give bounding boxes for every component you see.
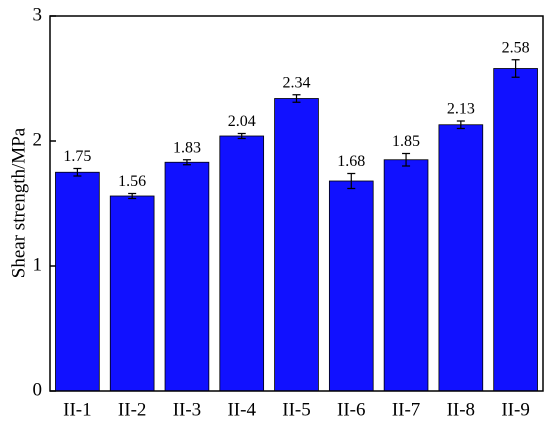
x-tick-label: II-6 <box>337 399 365 420</box>
bar <box>109 195 155 392</box>
y-tick-label: 2 <box>33 129 43 150</box>
x-tick-label: II-5 <box>282 399 310 420</box>
x-tick-label: II-9 <box>501 399 529 420</box>
bar <box>438 124 484 392</box>
error-bar <box>73 167 82 177</box>
x-tick-label: II-8 <box>447 399 475 420</box>
value-label: 1.75 <box>63 148 91 165</box>
y-tick-label: 3 <box>33 4 43 25</box>
value-label: 1.85 <box>392 133 420 150</box>
bar <box>328 180 374 392</box>
value-label: 1.68 <box>337 153 365 170</box>
x-tick-label: II-1 <box>63 399 91 420</box>
bar <box>274 98 319 392</box>
bar <box>55 171 100 392</box>
error-bar <box>128 192 137 200</box>
bar <box>383 159 429 392</box>
y-axis-label: Shear strength/MPa <box>8 127 29 278</box>
x-tick-label: II-4 <box>227 399 256 420</box>
x-tick-label: II-3 <box>173 399 201 420</box>
value-label: 2.13 <box>447 101 475 118</box>
bar <box>219 135 265 392</box>
y-tick-label: 0 <box>33 379 43 400</box>
error-bar <box>292 94 301 103</box>
x-tick-label: II-2 <box>118 399 146 420</box>
value-label: 1.56 <box>118 173 146 190</box>
value-label: 2.04 <box>228 113 256 130</box>
error-bar <box>456 120 465 130</box>
bar <box>164 161 210 392</box>
plot-frame <box>49 15 544 392</box>
error-bar <box>237 132 246 140</box>
value-label: 2.34 <box>283 74 311 91</box>
error-bar <box>182 159 191 166</box>
value-label: 1.83 <box>173 139 201 156</box>
error-bar <box>402 152 411 167</box>
value-label: 2.58 <box>502 39 530 56</box>
x-tick-label: II-7 <box>392 399 420 420</box>
bar <box>493 68 538 392</box>
y-tick-label: 1 <box>33 254 43 275</box>
error-bar <box>511 59 520 78</box>
error-bar <box>347 172 356 190</box>
